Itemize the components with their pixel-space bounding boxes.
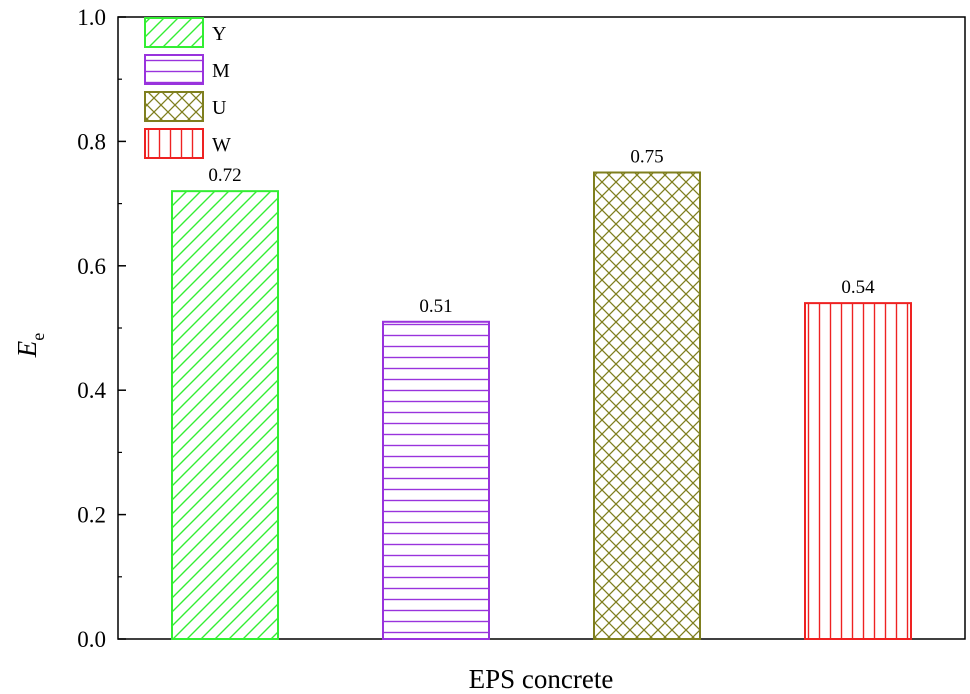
- y-tick-label: 0.6: [77, 254, 106, 279]
- bars: [171, 171, 912, 640]
- y-axis-ticks: 0.0 0.2 0.4 0.6 0.8 1.0: [77, 5, 126, 652]
- y-axis-label-sub: e: [28, 333, 48, 341]
- legend-swatch-w: [144, 128, 204, 159]
- legend-label-w: W: [212, 134, 231, 156]
- y-tick-label: 0.8: [77, 129, 106, 154]
- y-tick-label: 0.0: [77, 627, 106, 652]
- legend-label-y: Y: [212, 23, 226, 45]
- legend-swatch-u: [144, 91, 204, 122]
- data-label-m: 0.51: [419, 296, 452, 317]
- bar-w: [804, 302, 912, 640]
- bar-m: [382, 320, 490, 640]
- legend-swatch-m: [144, 54, 204, 85]
- bar-y: [171, 190, 279, 640]
- y-axis-label: Ee: [12, 333, 48, 359]
- x-axis-label: EPS concrete: [469, 664, 614, 694]
- data-label-u: 0.75: [630, 147, 663, 168]
- bar-u: [593, 171, 701, 640]
- y-axis-label-main: E: [12, 340, 42, 358]
- data-labels: 0.72 0.51 0.75 0.54: [208, 147, 875, 317]
- legend-label-m: M: [212, 60, 230, 82]
- legend-swatch-y: [144, 17, 204, 48]
- data-label-w: 0.54: [841, 277, 875, 298]
- legend-label-u: U: [212, 97, 227, 119]
- y-tick-label: 1.0: [77, 5, 106, 30]
- y-tick-label: 0.2: [77, 503, 106, 528]
- y-tick-label: 0.4: [77, 378, 106, 403]
- data-label-y: 0.72: [208, 165, 241, 186]
